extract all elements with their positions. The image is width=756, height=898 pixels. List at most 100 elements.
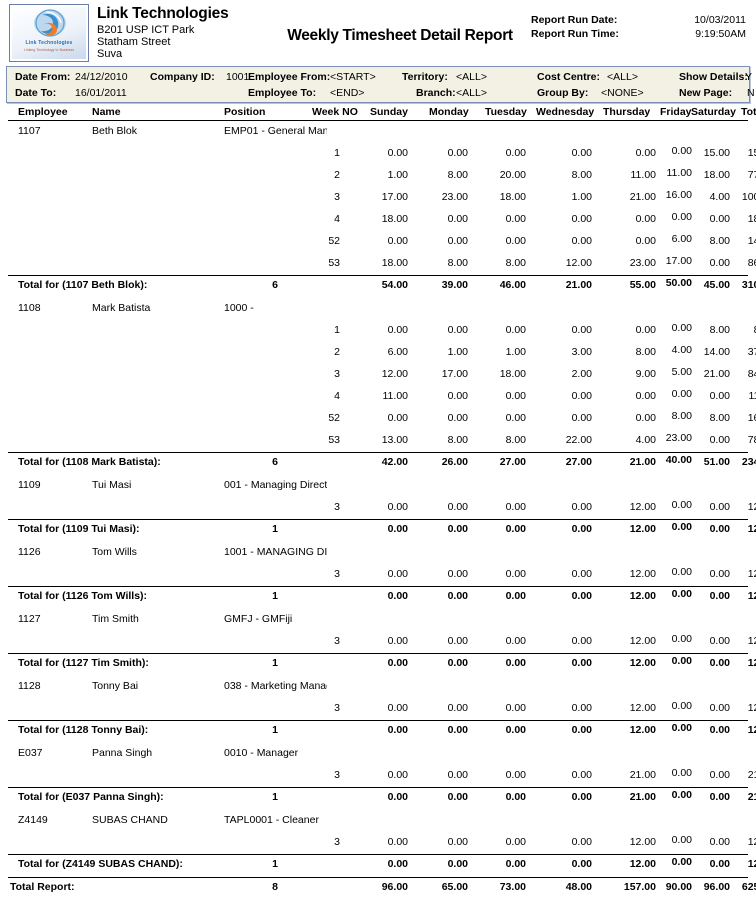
cell-tue: 27.00 [499, 456, 526, 468]
cell-sat: 0.00 [709, 434, 730, 446]
cell-sun: 18.00 [381, 257, 408, 269]
cell-week-no: 4 [334, 213, 340, 225]
cell-fri: 0.00 [671, 145, 692, 157]
week-row: 52 0.00 0.00 0.00 0.00 0.00 6.00 8.00 14.00 [8, 231, 756, 253]
cell-fri: 0.00 [671, 655, 692, 667]
cell-week-no: 4 [334, 390, 340, 402]
cell-fri: 4.00 [671, 344, 692, 356]
cell-week-no: 53 [328, 257, 340, 269]
param-branch-value: <ALL> [456, 87, 487, 99]
cell-sun: 0.00 [387, 724, 408, 736]
cell-employee-id: 1108 [18, 302, 41, 314]
param-company-id-label: Company ID: [150, 71, 215, 83]
cell-sat: 8.00 [709, 235, 730, 247]
cell-thu: 55.00 [629, 279, 656, 291]
cell-thu: 12.00 [629, 724, 656, 736]
cell-employee-position: 1001 - MANAGING DIRECT [224, 546, 327, 558]
employee-row: 1109 Tui Masi 001 - Managing Director [8, 475, 748, 497]
employee-row: E037 Panna Singh 0010 - Manager [8, 743, 748, 765]
cell-thu: 21.00 [629, 191, 656, 203]
cell-mon: 0.00 [447, 858, 468, 870]
cell-employee-position: GMFJ - GMFiji [224, 613, 293, 625]
company-address-line-2: Statham Street [97, 36, 171, 48]
param-date-from-label: Date From: [15, 71, 71, 83]
cell-employee-position: 038 - Marketing Manager [224, 680, 327, 692]
param-territory-label: Territory: [402, 71, 448, 83]
cell-sun: 12.00 [381, 368, 408, 380]
cell-sat: 0.00 [709, 836, 730, 848]
cell-fri: 0.00 [671, 700, 692, 712]
cell-employee-position: 0010 - Manager [224, 747, 299, 759]
cell-tue: 0.00 [505, 702, 526, 714]
cell-total: 12.00 [747, 590, 756, 602]
cell-week-no: 3 [334, 769, 340, 781]
cell-wed: 0.00 [571, 235, 592, 247]
employee-row: Z4149 SUBAS CHAND TAPL0001 - Cleaner [8, 810, 748, 832]
employee-total-count: 6 [272, 279, 278, 291]
cell-week-no: 3 [334, 635, 340, 647]
cell-tue: 0.00 [505, 390, 526, 402]
cell-thu: 12.00 [629, 858, 656, 870]
cell-mon: 65.00 [441, 881, 468, 893]
cell-sun: 18.00 [381, 213, 408, 225]
cell-mon: 0.00 [447, 412, 468, 424]
cell-employee-name: SUBAS CHAND [92, 814, 168, 826]
employee-total-label: Total for (Z4149 SUBAS CHAND): [18, 858, 183, 870]
week-row: 3 12.00 17.00 18.00 2.00 9.00 5.00 21.00 84.00 [8, 364, 756, 386]
employee-total-row: Total for (Z4149 SUBAS CHAND): 1 0.00 0.00 0… [8, 854, 756, 877]
cell-mon: 23.00 [441, 191, 468, 203]
cell-tue: 0.00 [505, 568, 526, 580]
cell-sat: 96.00 [703, 881, 730, 893]
cell-sat: 4.00 [709, 191, 730, 203]
param-employee-from-label: Employee From: [248, 71, 331, 83]
report-run-date-value: 10/03/2011 [694, 14, 746, 26]
cell-thu: 12.00 [629, 523, 656, 535]
cell-thu: 9.00 [635, 368, 656, 380]
cell-sat: 21.00 [703, 368, 730, 380]
cell-mon: 0.00 [447, 791, 468, 803]
cell-tue: 0.00 [505, 791, 526, 803]
cell-total: 12.00 [747, 836, 756, 848]
cell-wed: 0.00 [571, 501, 592, 513]
param-date-from-value: 24/12/2010 [75, 71, 128, 83]
employee-total-count: 1 [272, 590, 278, 602]
cell-employee-name: Panna Singh [92, 747, 153, 759]
cell-week-no: 53 [328, 434, 340, 446]
week-row: 3 0.00 0.00 0.00 0.00 21.00 0.00 0.00 21.00 [8, 765, 756, 787]
cell-fri: 11.00 [666, 167, 693, 179]
column-header-sunday: Sunday [370, 106, 408, 118]
cell-thu: 21.00 [629, 456, 656, 468]
cell-sun: 0.00 [387, 412, 408, 424]
cell-tue: 0.00 [505, 523, 526, 535]
cell-mon: 8.00 [447, 169, 468, 181]
cell-total: 12.00 [747, 501, 756, 513]
column-header-week-no: Week NO [312, 106, 358, 118]
cell-thu: 157.00 [623, 881, 656, 893]
report-run-time-label: Report Run Time: [531, 28, 619, 40]
cell-employee-id: E037 [18, 747, 43, 759]
cell-employee-id: 1126 [18, 546, 41, 558]
cell-fri: 8.00 [671, 410, 692, 422]
cell-fri: 0.00 [671, 633, 692, 645]
week-row: 4 11.00 0.00 0.00 0.00 0.00 0.00 0.00 11.00 [8, 386, 756, 408]
employee-total-row: Total for (E037 Panna Singh): 1 0.00 0.00 0.… [8, 787, 756, 810]
employee-total-label: Total for (1108 Mark Batista): [18, 456, 161, 468]
employee-total-row: Total for (1109 Tui Masi): 1 0.00 0.00 0.00 0… [8, 519, 756, 542]
cell-tue: 0.00 [505, 213, 526, 225]
cell-employee-name: Tim Smith [92, 613, 139, 625]
cell-sat: 0.00 [709, 724, 730, 736]
cell-thu: 12.00 [629, 501, 656, 513]
cell-mon: 26.00 [441, 456, 468, 468]
cell-sat: 14.00 [703, 346, 730, 358]
cell-employee-position: EMP01 - General Manager [224, 125, 327, 137]
cell-sun: 13.00 [381, 434, 408, 446]
cell-wed: 22.00 [565, 434, 592, 446]
cell-mon: 0.00 [447, 657, 468, 669]
cell-mon: 0.00 [447, 235, 468, 247]
cell-total: 14.00 [747, 235, 756, 247]
cell-week-no: 3 [334, 191, 340, 203]
cell-thu: 23.00 [629, 257, 656, 269]
cell-sat: 8.00 [709, 412, 730, 424]
param-company-id-value: 1001 [226, 71, 250, 83]
cell-fri: 23.00 [665, 432, 692, 444]
